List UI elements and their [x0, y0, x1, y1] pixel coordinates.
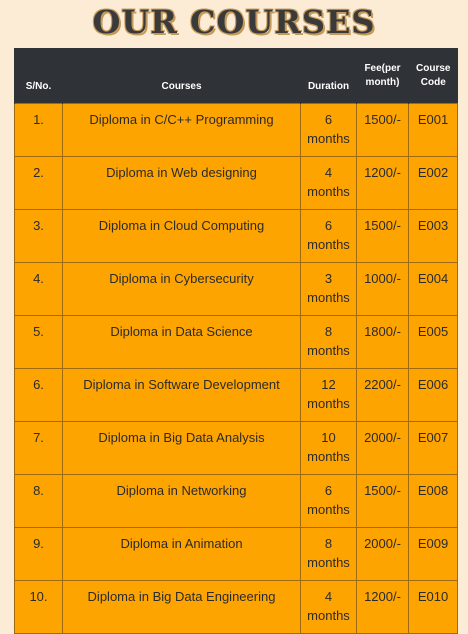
table-row: 8. Diploma in Networking 6 months 1500/- … [14, 474, 458, 528]
table-row: 7. Diploma in Big Data Analysis 10 months… [14, 421, 458, 475]
duration-number: 8 [324, 324, 333, 339]
duration-unit: months [307, 237, 350, 252]
cell-sno: 1. [14, 103, 63, 157]
cell-course: Diploma in C/C++ Programming [62, 103, 301, 157]
cell-sno: 5. [14, 315, 63, 369]
cell-course: Diploma in Software Development [62, 368, 301, 422]
table-row: 10. Diploma in Big Data Engineering 4 mon… [14, 580, 458, 634]
duration-number: 6 [324, 483, 333, 498]
header-sno: S/No. [14, 48, 63, 104]
cell-duration: 4 months [300, 156, 357, 210]
cell-code: E002 [408, 156, 458, 210]
cell-sno: 8. [14, 474, 63, 528]
cell-duration: 3 months [300, 262, 357, 316]
cell-course: Diploma in Animation [62, 527, 301, 581]
cell-code: E004 [408, 262, 458, 316]
cell-fee: 1200/- [356, 156, 409, 210]
duration-number: 10 [321, 430, 336, 445]
header-fee: Fee(per month) [356, 48, 409, 104]
table-row: 6. Diploma in Software Development 12 mon… [14, 368, 458, 422]
cell-fee: 1500/- [356, 103, 409, 157]
cell-sno: 2. [14, 156, 63, 210]
cell-code: E003 [408, 209, 458, 263]
cell-duration: 6 months [300, 474, 357, 528]
cell-sno: 6. [14, 368, 63, 422]
cell-code: E005 [408, 315, 458, 369]
duration-number: 3 [324, 271, 333, 286]
cell-course: Diploma in Big Data Analysis [62, 421, 301, 475]
duration-unit: months [307, 502, 350, 517]
duration-unit: months [307, 449, 350, 464]
header-row: S/No. Courses Duration Fee(per month) Cou… [14, 48, 458, 104]
duration-number: 4 [324, 589, 333, 604]
duration-unit: months [307, 343, 350, 358]
duration-unit: months [307, 608, 350, 623]
duration-number: 12 [321, 377, 336, 392]
header-course: Courses [62, 48, 301, 104]
header-fee-line2: month) [365, 76, 400, 88]
duration-unit: months [307, 555, 350, 570]
cell-course: Diploma in Cybersecurity [62, 262, 301, 316]
cell-code: E008 [408, 474, 458, 528]
table-row: 2. Diploma in Web designing 4 months 1200… [14, 156, 458, 210]
cell-sno: 4. [14, 262, 63, 316]
duration-number: 6 [324, 218, 333, 233]
duration-number: 8 [324, 536, 333, 551]
cell-code: E010 [408, 580, 458, 634]
cell-sno: 3. [14, 209, 63, 263]
cell-fee: 1200/- [356, 580, 409, 634]
table-row: 5. Diploma in Data Science 8 months 1800/… [14, 315, 458, 369]
duration-unit: months [307, 290, 350, 305]
table-row: 3. Diploma in Cloud Computing 6 months 15… [14, 209, 458, 263]
cell-course: Diploma in Networking [62, 474, 301, 528]
cell-code: E006 [408, 368, 458, 422]
header-code-line1: Course [416, 62, 451, 74]
cell-code: E007 [408, 421, 458, 475]
table-row: 4. Diploma in Cybersecurity 3 months 1000… [14, 262, 458, 316]
cell-course: Diploma in Data Science [62, 315, 301, 369]
cell-duration: 10 months [300, 421, 357, 475]
cell-course: Diploma in Big Data Engineering [62, 580, 301, 634]
cell-fee: 1500/- [356, 209, 409, 263]
table-body: 1. Diploma in C/C++ Programming 6 months … [14, 103, 458, 634]
header-duration: Duration [300, 48, 357, 104]
cell-duration: 4 months [300, 580, 357, 634]
duration-number: 6 [324, 112, 333, 127]
cell-duration: 8 months [300, 315, 357, 369]
courses-table: S/No. Courses Duration Fee(per month) Cou… [14, 48, 458, 634]
cell-course: Diploma in Cloud Computing [62, 209, 301, 263]
cell-course: Diploma in Web designing [62, 156, 301, 210]
table-row: 9. Diploma in Animation 8 months 2000/- E… [14, 527, 458, 581]
cell-sno: 7. [14, 421, 63, 475]
cell-fee: 2200/- [356, 368, 409, 422]
cell-duration: 8 months [300, 527, 357, 581]
duration-number: 4 [324, 165, 333, 180]
cell-sno: 9. [14, 527, 63, 581]
cell-sno: 10. [14, 580, 63, 634]
cell-fee: 1800/- [356, 315, 409, 369]
duration-unit: months [307, 184, 350, 199]
table-row: 1. Diploma in C/C++ Programming 6 months … [14, 103, 458, 157]
cell-fee: 2000/- [356, 421, 409, 475]
duration-unit: months [307, 396, 350, 411]
header-code: Course Code [408, 48, 458, 104]
cell-code: E001 [408, 103, 458, 157]
cell-duration: 6 months [300, 103, 357, 157]
duration-unit: months [307, 131, 350, 146]
cell-fee: 1000/- [356, 262, 409, 316]
header-code-line2: Code [420, 76, 446, 88]
cell-duration: 12 months [300, 368, 357, 422]
table-header: S/No. Courses Duration Fee(per month) Cou… [14, 48, 458, 104]
cell-duration: 6 months [300, 209, 357, 263]
cell-fee: 1500/- [356, 474, 409, 528]
cell-code: E009 [408, 527, 458, 581]
page-title: OUR COURSES [92, 3, 376, 41]
cell-fee: 2000/- [356, 527, 409, 581]
header-fee-line1: Fee(per [364, 62, 401, 74]
